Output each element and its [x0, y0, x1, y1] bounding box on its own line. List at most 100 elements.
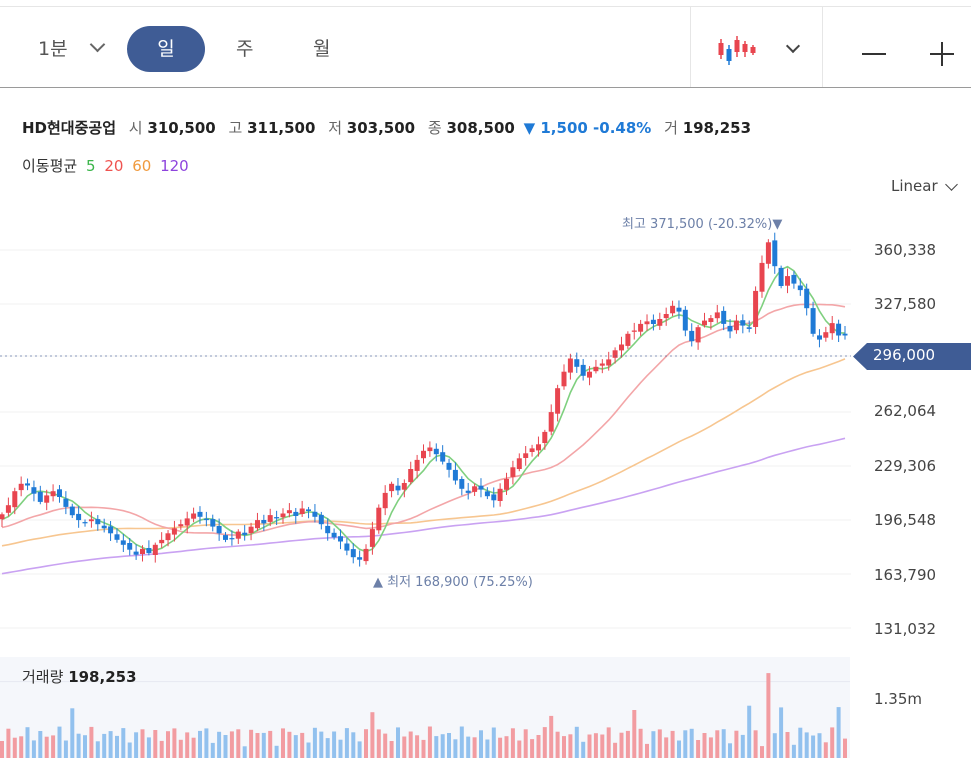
volume-bar — [459, 726, 464, 758]
candle-body — [306, 509, 311, 511]
candle-body — [242, 532, 248, 535]
volume-bar — [760, 746, 764, 758]
candle-body — [286, 510, 292, 514]
volume-bar — [843, 738, 847, 758]
candle-body — [536, 444, 541, 451]
minus-icon[interactable] — [862, 53, 886, 55]
timeframe-week-tab[interactable]: 주 — [236, 38, 254, 60]
y-tick-label: 262,064 — [874, 402, 937, 420]
volume-bar — [440, 734, 445, 758]
volume-bar — [370, 712, 375, 758]
volume-bar — [95, 741, 100, 758]
chevron-down-icon[interactable] — [785, 38, 801, 54]
volume-bar — [632, 710, 637, 758]
candle-body — [146, 548, 152, 554]
volume-bar — [12, 737, 17, 758]
candle-body — [523, 453, 529, 458]
candle-body — [76, 513, 82, 521]
candle-body — [152, 544, 158, 555]
plus-icon[interactable] — [930, 42, 954, 66]
candle-body — [184, 518, 190, 526]
current-price-label: 296,000 — [873, 346, 936, 364]
candle-body — [529, 448, 535, 452]
candle-body — [127, 543, 133, 550]
candle-body — [670, 305, 676, 314]
candle-body — [804, 288, 810, 309]
candle-body — [280, 513, 286, 518]
volume-bar — [172, 728, 177, 758]
volume-bar — [351, 732, 356, 758]
candle-body — [708, 318, 714, 322]
volume-bar — [664, 737, 669, 758]
volume-bar — [57, 726, 62, 758]
y-tick-label: 360,338 — [874, 241, 937, 259]
timeframe-month-tab[interactable]: 월 — [313, 38, 331, 60]
open-value: 310,500 — [147, 119, 216, 137]
candle-body — [389, 483, 395, 492]
volume-bar — [542, 727, 547, 758]
volume-bar — [383, 733, 388, 758]
chevron-down-icon[interactable] — [89, 36, 106, 53]
volume-bar — [300, 732, 305, 758]
volume-bar — [408, 731, 413, 758]
y-tick-label: 229,306 — [874, 457, 937, 475]
volume-bar — [747, 705, 752, 758]
candle-body — [171, 528, 177, 535]
candle-body — [331, 532, 337, 538]
candle-body — [82, 522, 88, 524]
candle-body — [63, 498, 69, 507]
candle-body — [408, 469, 414, 483]
candle-body — [344, 543, 350, 551]
price-chart[interactable] — [0, 195, 971, 655]
timeframe-1min-dropdown[interactable]: 1분 — [38, 38, 68, 60]
candle-body — [746, 327, 752, 329]
candle-body — [676, 307, 682, 312]
moving-average-legend[interactable]: 이동평균 5 20 60 120 — [22, 155, 189, 176]
volume-bar — [127, 742, 132, 758]
candle-body — [817, 335, 822, 340]
chevron-down-icon[interactable] — [945, 178, 958, 191]
volume-bar — [670, 730, 675, 758]
volume-bar — [651, 731, 656, 758]
candle-body — [587, 371, 592, 378]
toolbar-divider — [690, 7, 691, 87]
candle-body — [491, 494, 497, 501]
volume-bar — [0, 741, 4, 758]
volume-bar — [434, 736, 439, 758]
candle-body — [625, 333, 631, 346]
candle-body — [612, 350, 618, 358]
candle-body — [829, 323, 835, 334]
chart-toolbar: 1분 일 주 월 — [0, 6, 971, 88]
volume-bar — [344, 728, 349, 758]
volume-bar — [229, 731, 234, 758]
volume-bar — [466, 736, 471, 758]
volume-bar — [740, 734, 745, 758]
candle-body — [165, 533, 171, 541]
timeframe-day-tab[interactable]: 일 — [127, 26, 205, 72]
volume-title-value: 198,253 — [68, 668, 137, 686]
volume-bar — [198, 730, 202, 758]
scale-mode-dropdown[interactable]: Linear — [891, 177, 938, 195]
candle-body — [401, 483, 407, 490]
volume-bar — [242, 746, 247, 758]
candlestick-icon[interactable] — [716, 35, 756, 67]
candle-body — [267, 515, 273, 522]
low-value: 303,500 — [346, 119, 416, 137]
candle-body — [682, 309, 688, 331]
volume-bar — [236, 729, 241, 758]
volume-bar — [204, 728, 209, 758]
volume-bar — [185, 732, 190, 758]
candle-body — [31, 487, 37, 494]
candle-body — [504, 478, 509, 490]
volume-bar — [338, 739, 343, 758]
candle-body — [721, 310, 727, 324]
candle-body — [657, 319, 663, 326]
volume-bar — [587, 734, 592, 758]
volume-bar — [178, 739, 183, 758]
ma-60-line — [1, 358, 846, 547]
candle-body — [733, 320, 739, 331]
volume-title-label: 거래량 — [22, 668, 64, 686]
volume-bar — [210, 742, 215, 758]
candle-body — [108, 526, 114, 534]
candle-body — [702, 320, 707, 326]
